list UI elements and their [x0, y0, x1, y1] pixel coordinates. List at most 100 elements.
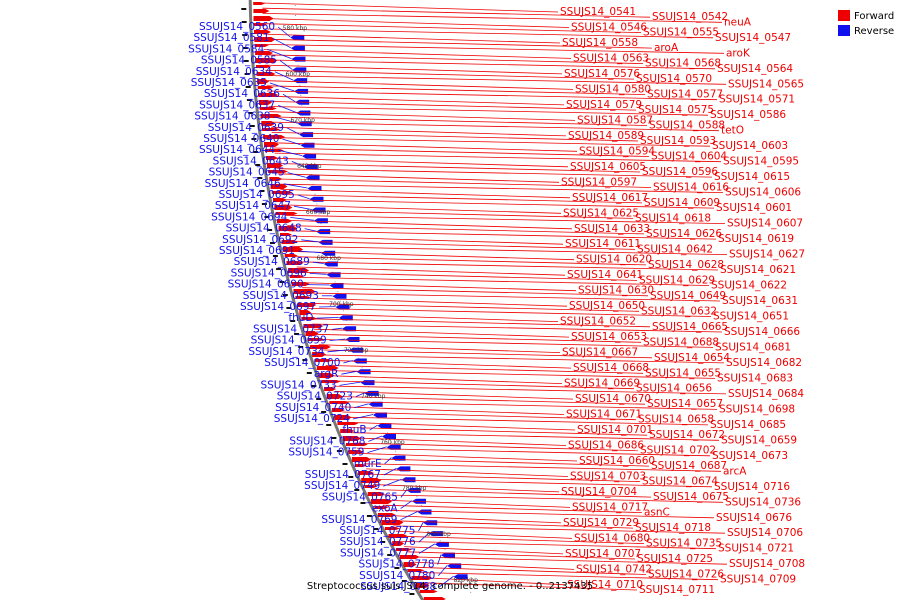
- forward-gene-block: [316, 366, 339, 370]
- forward-gene-label: SSUJS14_0725: [637, 553, 713, 565]
- forward-leader-line: [289, 235, 564, 245]
- forward-leader-line: [340, 406, 565, 415]
- forward-gene-block: [305, 331, 319, 336]
- forward-gene-block: [303, 324, 324, 328]
- forward-gene-label: SSUJS14_0716: [714, 481, 790, 493]
- coordinate-ticks: 580 kbp 600 kbp 620 kbp 640 kbp 660 kbp 680 k…: [283, 25, 478, 584]
- forward-gene-label: SSUJS14_0606: [725, 187, 801, 199]
- forward-leader-line: [264, 54, 644, 64]
- forward-leader-line: [418, 572, 719, 581]
- forward-gene-block: [407, 569, 425, 572]
- forward-leader-line: [299, 277, 710, 286]
- forward-gene-block: [331, 408, 345, 412]
- reverse-leader-line: [277, 26, 291, 38]
- forward-leader-line: [352, 437, 567, 446]
- forward-leader-line: [272, 137, 711, 147]
- forward-gene-label: asnC: [644, 507, 670, 519]
- gene-marker: [326, 424, 332, 426]
- reverse-leader-line: [279, 60, 293, 70]
- forward-gene-block: [255, 51, 274, 55]
- reverse-gene-label: SSUJS14_0695: [219, 189, 295, 201]
- forward-gene-label: SSUJS14_0630: [578, 285, 654, 297]
- forward-gene-label: arcA: [723, 465, 747, 477]
- forward-gene-block: [388, 534, 408, 538]
- reverse-gene-label: fhuB: [342, 424, 366, 436]
- gene-marker: [241, 8, 247, 10]
- forward-gene-block: [275, 212, 298, 215]
- forward-gene-label: SSUJS14_0597: [561, 176, 637, 188]
- forward-gene-label: SSUJS14_0653: [571, 331, 647, 343]
- forward-gene-block: [273, 198, 287, 202]
- forward-gene-label: SSUJS14_0671: [566, 409, 642, 421]
- forward-gene-block: [266, 156, 278, 160]
- forward-leader-line: [312, 323, 723, 333]
- reverse-leader-line: [273, 116, 298, 124]
- forward-gene-label: SSUJS14_0628: [648, 259, 724, 271]
- forward-gene-block: [280, 233, 292, 236]
- forward-leader-line: [263, 49, 572, 59]
- forward-leader-line: [294, 256, 647, 266]
- reverse-leader-line: [383, 478, 402, 487]
- forward-gene-label: SSUJS14_0676: [716, 512, 792, 524]
- forward-gene-label: SSUJS14_0654: [654, 352, 730, 364]
- reverse-gene-block: [360, 380, 375, 386]
- reverse-gene-block: [368, 401, 383, 407]
- forward-gene-label: SSUJS14_0742: [576, 563, 652, 575]
- forward-gene-label: SSUJS14_0687: [651, 460, 727, 472]
- reverse-gene-label: SSUJS14_0648: [226, 223, 302, 235]
- gene-marker: [311, 385, 317, 387]
- forward-leader-line: [262, 13, 723, 23]
- reverse-leader-line: [301, 239, 319, 243]
- gene-marker: [282, 294, 288, 296]
- forward-leader-line: [380, 499, 571, 508]
- forward-leader-line: [303, 292, 721, 302]
- reverse-gene-label: murE: [354, 458, 382, 470]
- coordinate-tick-label: 600 kbp: [286, 71, 311, 78]
- forward-gene-block: [262, 128, 281, 131]
- forward-leader-line: [421, 577, 566, 586]
- backbone-arc: [248, 0, 425, 600]
- forward-gene-label: SSUJS14_0625: [563, 207, 639, 219]
- reverse-gene-label: SSUJS14_0733: [260, 379, 336, 391]
- gene-marker: [243, 60, 249, 62]
- reverse-leader-line: [438, 575, 454, 588]
- gene-marker: [272, 255, 278, 257]
- reverse-leader-line: [339, 381, 361, 386]
- forward-gene-block: [254, 30, 271, 34]
- reverse-gene-block: [373, 412, 387, 418]
- reverse-leader-line: [272, 37, 292, 49]
- reverse-gene-block: [401, 477, 416, 483]
- reverse-gene-label: SSUJS14_0723: [277, 391, 353, 403]
- forward-leader-line: [329, 375, 563, 384]
- reverse-leader-line: [267, 49, 292, 59]
- forward-gene-label: SSUJS14_0702: [640, 445, 716, 457]
- forward-leader-line: [284, 209, 634, 219]
- reverse-leader-line: [437, 554, 442, 565]
- reverse-gene-block: [303, 164, 318, 170]
- reverse-leader-line: [286, 127, 300, 135]
- genome-backbone: [248, 0, 477, 600]
- forward-gene-label: SSUJS14_0596: [642, 166, 718, 178]
- coordinate-tick-label: 800 kbp: [426, 531, 451, 538]
- forward-gene-label: SSUJS14_0668: [573, 362, 649, 374]
- forward-leader-line: [385, 509, 715, 519]
- forward-gene-block: [312, 352, 327, 357]
- gene-marker: [241, 21, 247, 23]
- forward-gene-block: [257, 86, 274, 89]
- forward-leader-line: [271, 132, 639, 142]
- forward-leader-line: [348, 427, 648, 436]
- forward-leader-line: [401, 541, 717, 550]
- forward-gene-block: [271, 191, 293, 194]
- reverse-leader-line: [329, 338, 346, 341]
- coordinate-tick-label: 780 kbp: [402, 485, 427, 492]
- forward-leader-line: [375, 489, 652, 498]
- reverse-gene-label: SSUJS14_0700: [264, 357, 340, 369]
- reverse-gene-label: SSUJS14_0780: [359, 570, 435, 582]
- forward-leader-line: [269, 111, 576, 121]
- forward-gene-label: SSUJS14_0564: [717, 63, 793, 75]
- gene-marker: [331, 437, 337, 439]
- forward-gene-block: [259, 107, 277, 110]
- forward-leader-line: [334, 390, 574, 400]
- reverse-leader-line: [309, 273, 327, 275]
- forward-gene-block: [403, 562, 417, 567]
